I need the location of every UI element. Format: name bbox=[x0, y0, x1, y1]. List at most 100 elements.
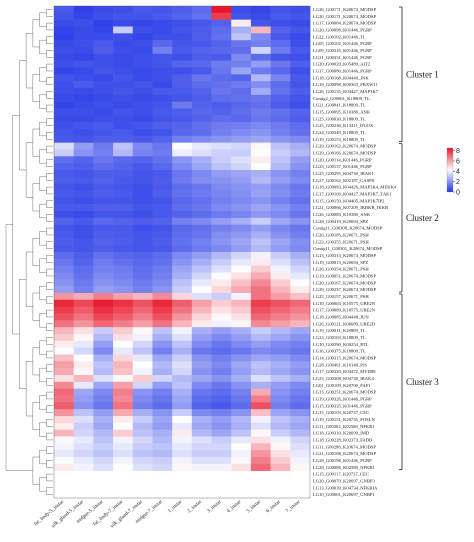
heatmap-cell bbox=[231, 238, 252, 246]
heatmap-cell bbox=[231, 395, 252, 403]
heatmap-cell bbox=[152, 135, 173, 143]
heatmap-cell bbox=[152, 443, 173, 451]
heatmap-cell bbox=[191, 12, 212, 20]
heatmap-cell bbox=[211, 347, 232, 355]
heatmap-cell bbox=[231, 368, 252, 376]
heatmap-cell bbox=[54, 156, 74, 164]
heatmap-cell bbox=[191, 33, 212, 41]
heatmap-cell bbox=[290, 272, 311, 280]
heatmap-cell bbox=[73, 170, 94, 178]
heatmap-cell bbox=[54, 170, 74, 178]
heatmap-cell bbox=[152, 74, 173, 82]
heatmap-cell bbox=[132, 170, 153, 178]
heatmap-cell bbox=[113, 388, 134, 396]
heatmap-cell bbox=[191, 388, 212, 396]
heatmap-cell bbox=[152, 245, 173, 253]
heatmap-cell bbox=[172, 135, 193, 143]
heatmap-cell bbox=[132, 190, 153, 198]
heatmap-cell bbox=[132, 340, 153, 348]
heatmap-cell bbox=[54, 375, 74, 383]
heatmap-cell bbox=[270, 81, 291, 89]
heatmap-cell bbox=[270, 67, 291, 75]
heatmap-cell bbox=[152, 457, 173, 465]
heatmap-cell bbox=[113, 26, 134, 34]
heatmap-cell bbox=[211, 299, 232, 307]
heatmap-cell bbox=[132, 108, 153, 116]
heatmap-cell bbox=[250, 67, 271, 75]
heatmap-cell bbox=[290, 19, 311, 27]
heatmap-cell bbox=[191, 163, 212, 171]
heatmap-cell bbox=[270, 231, 291, 239]
heatmap-cell bbox=[73, 313, 94, 321]
heatmap-cell bbox=[113, 299, 134, 307]
heatmap-cell bbox=[73, 183, 94, 191]
heatmap-cell bbox=[132, 252, 153, 260]
heatmap-cell bbox=[290, 156, 311, 164]
heatmap-cell bbox=[93, 163, 114, 171]
heatmap-cell bbox=[270, 94, 291, 102]
row-label: LG21_G00066_K07209_IKBKB_IKKB bbox=[313, 205, 388, 210]
heatmap-cell bbox=[54, 88, 74, 96]
heatmap-cell bbox=[211, 388, 232, 396]
heatmap-cell bbox=[290, 149, 311, 157]
heatmap-cell bbox=[132, 258, 153, 266]
heatmap-cell bbox=[172, 381, 193, 389]
heatmap-cell bbox=[172, 299, 193, 307]
heatmap-cell bbox=[93, 279, 114, 287]
heatmap-cell bbox=[250, 217, 271, 225]
heatmap-cell bbox=[93, 320, 114, 328]
heatmap-cell bbox=[54, 252, 74, 260]
heatmap-cell bbox=[93, 347, 114, 355]
heatmap-cell bbox=[172, 74, 193, 82]
heatmap-cell bbox=[231, 170, 252, 178]
heatmap-cell bbox=[73, 463, 94, 471]
heatmap-cell bbox=[172, 6, 193, 14]
heatmap-cell bbox=[270, 129, 291, 137]
row-label: LG01_G00109_K20700_FAF1 bbox=[313, 383, 371, 388]
heatmap-cell bbox=[211, 40, 232, 48]
heatmap-cell bbox=[73, 163, 94, 171]
heatmap-cell bbox=[132, 176, 153, 184]
heatmap-cell bbox=[113, 135, 134, 143]
heatmap-cell bbox=[73, 115, 94, 123]
heatmap-cell bbox=[270, 361, 291, 369]
heatmap-cell bbox=[211, 238, 232, 246]
heatmap-cell bbox=[113, 231, 134, 239]
heatmap-cell bbox=[172, 436, 193, 444]
heatmap-cell bbox=[54, 211, 74, 219]
heatmap-cell bbox=[152, 149, 173, 157]
heatmap-cell bbox=[290, 53, 311, 61]
heatmap-cell bbox=[290, 163, 311, 171]
heatmap-cell bbox=[231, 115, 252, 123]
heatmap-cell bbox=[172, 149, 193, 157]
heatmap-cell bbox=[290, 327, 311, 335]
heatmap-cell bbox=[54, 436, 74, 444]
heatmap-cell bbox=[73, 149, 94, 157]
heatmap-cell bbox=[152, 94, 173, 102]
heatmap-cell bbox=[132, 88, 153, 96]
heatmap-cell bbox=[132, 429, 153, 437]
heatmap-cell bbox=[93, 129, 114, 137]
heatmap-cell bbox=[113, 457, 134, 465]
heatmap-cell bbox=[250, 327, 271, 335]
heatmap-cell bbox=[290, 33, 311, 41]
heatmap-cell bbox=[211, 279, 232, 287]
heatmap-cell bbox=[172, 245, 193, 253]
row-label: LG29_G00162_K20674_MODSP bbox=[313, 144, 376, 149]
column-label: 7_instar bbox=[285, 499, 302, 515]
heatmap-cell bbox=[231, 381, 252, 389]
heatmap-cell bbox=[270, 26, 291, 34]
heatmap-cell bbox=[211, 190, 232, 198]
heatmap-cell bbox=[250, 135, 271, 143]
heatmap-cell bbox=[113, 443, 134, 451]
heatmap-cell bbox=[73, 279, 94, 287]
heatmap-cell bbox=[231, 163, 252, 171]
heatmap-cell bbox=[132, 450, 153, 458]
heatmap-cell bbox=[54, 19, 74, 27]
colorbar-tick-label: 6 bbox=[456, 158, 460, 165]
heatmap-cell bbox=[113, 19, 134, 27]
heatmap-cell bbox=[290, 354, 311, 362]
heatmap-cell bbox=[132, 327, 153, 335]
heatmap-cell bbox=[54, 402, 74, 410]
row-label: LG13_G00039_K04734_NFKBIA bbox=[313, 485, 378, 490]
